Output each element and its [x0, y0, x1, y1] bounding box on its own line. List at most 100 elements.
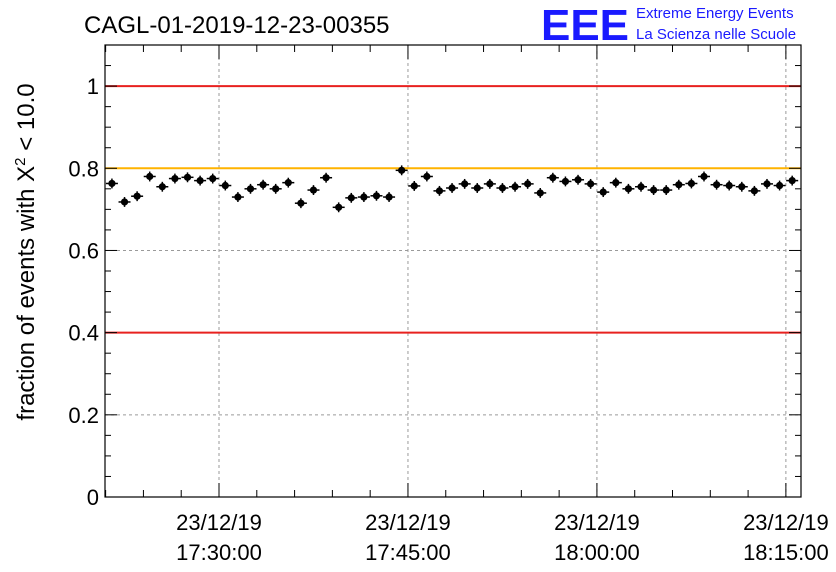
y-axis-label-symbol: X — [13, 166, 40, 182]
data-point-marker — [133, 192, 141, 200]
data-point-marker — [775, 181, 784, 190]
eee-logo: EEE Extreme Energy Events La Scienza nel… — [541, 1, 796, 50]
data-point — [433, 185, 446, 196]
x-tick-label-time: 17:30:00 — [176, 540, 262, 565]
data-point-marker — [712, 181, 721, 189]
y-axis-ticks: 0 0.2 0.4 0.6 0.8 1 — [68, 44, 801, 510]
x-tick-label-date: 23/12/19 — [743, 510, 829, 535]
data-point — [483, 178, 496, 189]
data-point-marker — [473, 184, 481, 192]
data-point — [231, 192, 244, 202]
data-point-marker — [574, 176, 582, 184]
data-point-marker — [309, 186, 318, 194]
data-point-marker — [297, 199, 305, 207]
data-point — [105, 178, 118, 189]
data-point-marker — [183, 173, 192, 181]
data-point-marker — [284, 179, 292, 187]
data-point-marker — [221, 181, 229, 190]
y-axis-label-prefix: fraction of events with — [13, 182, 40, 421]
data-point — [194, 175, 207, 186]
data-point — [647, 185, 660, 195]
data-point — [597, 187, 610, 198]
data-point — [534, 187, 547, 198]
y-tick-label: 1 — [87, 74, 99, 99]
x-tick-label-date: 23/12/19 — [554, 510, 640, 535]
data-point-marker — [158, 183, 166, 191]
plot-frame — [104, 44, 802, 498]
data-point — [748, 185, 761, 196]
x-tick-label-time: 18:15:00 — [743, 540, 829, 565]
x-tick-label-date: 23/12/19 — [365, 510, 451, 535]
data-point — [395, 165, 408, 176]
data-point-marker — [650, 186, 658, 194]
data-point — [294, 198, 307, 209]
data-point-marker — [196, 177, 204, 185]
data-point — [257, 179, 270, 190]
x-tick-label-time: 17:45:00 — [365, 540, 451, 565]
data-point-marker — [725, 181, 733, 190]
data-point-marker — [146, 172, 154, 181]
data-point — [181, 172, 194, 183]
data-point-marker — [360, 193, 368, 201]
data-point-marker — [700, 172, 708, 181]
data-point-marker — [763, 180, 771, 188]
data-point-marker — [461, 180, 469, 188]
data-point — [446, 183, 459, 193]
data-point-marker — [498, 184, 507, 192]
data-point — [370, 190, 383, 201]
data-point — [660, 185, 673, 195]
data-point-marker — [599, 188, 607, 196]
data-point — [408, 181, 421, 191]
data-point — [760, 178, 773, 189]
data-point-marker — [209, 174, 217, 183]
logo-line-1: Extreme Energy Events — [636, 5, 794, 22]
data-point — [698, 171, 711, 182]
grid — [105, 45, 801, 497]
data-point-marker — [259, 181, 267, 189]
data-point-marker — [347, 194, 355, 202]
data-point-marker — [322, 174, 330, 182]
x-axis-ticks: 23/12/19 17:30:00 23/12/19 17:45:00 23/12/19… — [105, 45, 829, 565]
data-point-marker — [637, 183, 645, 191]
data-point-marker — [246, 185, 255, 193]
data-point — [622, 183, 635, 194]
logo-mark: EEE — [541, 1, 629, 50]
data-point — [723, 180, 736, 191]
data-point — [168, 173, 181, 184]
data-point — [786, 175, 799, 186]
data-point-marker — [561, 177, 570, 186]
y-tick-label: 0.6 — [68, 238, 99, 263]
y-tick-label: 0.4 — [68, 321, 99, 346]
data-point-marker — [662, 186, 670, 194]
data-point-marker — [587, 180, 595, 188]
data-point — [118, 197, 131, 207]
data-point-marker — [486, 180, 494, 188]
logo-line-2: La Scienza nelle Scuole — [636, 26, 796, 43]
data-point — [320, 172, 333, 183]
x-tick-label-date: 23/12/19 — [176, 510, 262, 535]
data-point-marker — [234, 193, 242, 201]
data-point — [559, 176, 572, 187]
data-point-marker — [108, 179, 116, 188]
data-point — [471, 183, 484, 193]
data-point-marker — [511, 183, 519, 191]
data-point — [244, 183, 257, 194]
data-point-marker — [272, 185, 280, 193]
data-point — [219, 180, 232, 191]
chart-title: CAGL-01-2019-12-23-00355 — [84, 12, 390, 39]
data-point — [735, 181, 748, 192]
data-point — [710, 179, 723, 190]
data-point-marker — [788, 177, 796, 185]
x-tick-label-time: 18:00:00 — [554, 540, 640, 565]
data-point-marker — [738, 183, 746, 191]
reference-lines — [105, 85, 801, 334]
data-point — [269, 183, 282, 194]
data-point — [143, 171, 156, 182]
data-point — [420, 171, 433, 182]
y-axis-label: fraction of events with X2 < 10.0 — [12, 83, 40, 420]
data-point — [546, 172, 559, 183]
data-point-marker — [536, 189, 544, 197]
data-point-marker — [448, 184, 456, 192]
data-point-marker — [612, 179, 620, 187]
data-point — [307, 185, 320, 195]
